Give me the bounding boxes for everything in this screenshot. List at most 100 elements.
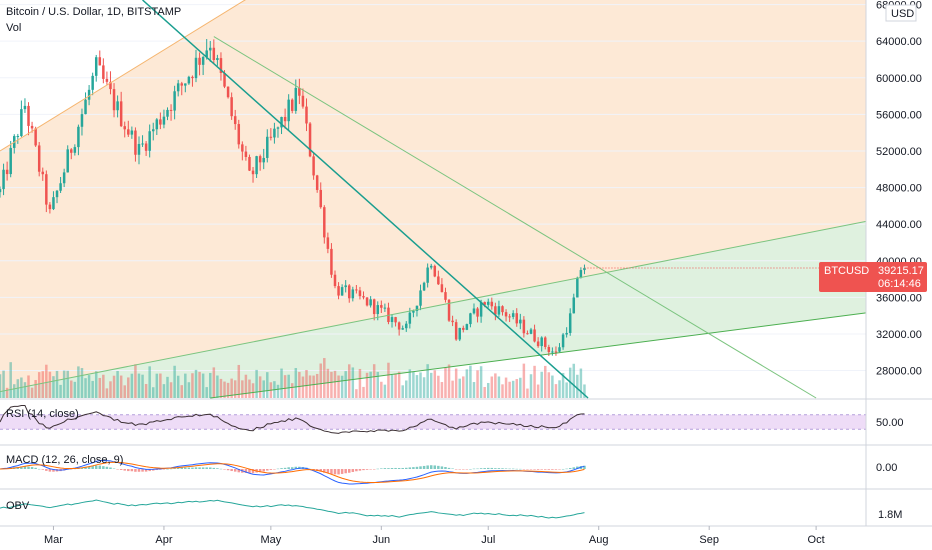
candle-body[interactable] xyxy=(269,136,273,138)
candle-body[interactable] xyxy=(426,267,429,283)
candle-body[interactable] xyxy=(226,86,230,98)
candle-body[interactable] xyxy=(84,99,87,115)
candle-body[interactable] xyxy=(576,277,579,298)
candle-body[interactable] xyxy=(305,106,308,124)
candle-body[interactable] xyxy=(337,286,340,296)
candle-body[interactable] xyxy=(572,297,576,314)
candle-body[interactable] xyxy=(551,351,554,353)
candle-body[interactable] xyxy=(369,299,372,306)
candle-body[interactable] xyxy=(77,126,80,148)
candle-body[interactable] xyxy=(465,324,469,330)
candle-body[interactable] xyxy=(447,299,451,321)
candle-body[interactable] xyxy=(55,190,59,198)
candle-body[interactable] xyxy=(52,197,55,210)
candle-body[interactable] xyxy=(362,296,365,298)
candle-body[interactable] xyxy=(127,129,130,135)
candle-body[interactable] xyxy=(0,189,2,193)
candle-body[interactable] xyxy=(16,136,20,138)
candle-body[interactable] xyxy=(187,76,191,84)
candle-body[interactable] xyxy=(219,58,223,73)
candle-body[interactable] xyxy=(522,319,526,334)
candle-body[interactable] xyxy=(326,237,330,249)
candle-body[interactable] xyxy=(184,83,187,86)
candle-body[interactable] xyxy=(41,171,45,175)
candle-body[interactable] xyxy=(290,99,294,111)
candle-body[interactable] xyxy=(333,274,337,287)
candle-body[interactable] xyxy=(151,129,155,132)
lower-channel-line[interactable] xyxy=(210,312,867,399)
candle-body[interactable] xyxy=(169,109,173,111)
candle-body[interactable] xyxy=(173,91,176,111)
candle-body[interactable] xyxy=(504,312,508,317)
candle-body[interactable] xyxy=(397,322,401,330)
candle-body[interactable] xyxy=(308,123,312,157)
candle-body[interactable] xyxy=(201,56,205,65)
candle-body[interactable] xyxy=(554,351,558,353)
candle-body[interactable] xyxy=(280,116,283,128)
candle-body[interactable] xyxy=(579,270,583,278)
candle-body[interactable] xyxy=(380,305,383,308)
candle-body[interactable] xyxy=(176,83,180,92)
candle-body[interactable] xyxy=(511,313,515,317)
diagonal-line[interactable] xyxy=(213,36,817,399)
upper-channel-line[interactable] xyxy=(0,0,267,152)
candle-body[interactable] xyxy=(583,267,586,271)
candle-body[interactable] xyxy=(112,89,116,111)
candle-body[interactable] xyxy=(166,109,169,117)
candle-body[interactable] xyxy=(266,136,269,158)
candle-body[interactable] xyxy=(248,156,251,171)
candle-body[interactable] xyxy=(159,119,162,125)
candle-body[interactable] xyxy=(148,131,151,151)
candle-body[interactable] xyxy=(66,149,69,173)
candle-body[interactable] xyxy=(237,124,241,145)
candle-body[interactable] xyxy=(394,317,397,323)
candle-body[interactable] xyxy=(130,130,134,135)
candle-body[interactable] xyxy=(440,284,444,293)
candle-body[interactable] xyxy=(59,183,62,191)
candle-body[interactable] xyxy=(5,169,9,175)
candle-body[interactable] xyxy=(2,169,5,190)
candle-body[interactable] xyxy=(565,332,568,335)
candle-body[interactable] xyxy=(547,346,551,353)
candle-body[interactable] xyxy=(73,147,77,153)
candle-body[interactable] xyxy=(315,175,319,190)
candle-body[interactable] xyxy=(27,105,30,126)
candle-body[interactable] xyxy=(155,119,159,130)
descending-trend-line[interactable] xyxy=(142,0,589,399)
candle-body[interactable] xyxy=(287,99,290,122)
candle-body[interactable] xyxy=(34,128,37,146)
candle-body[interactable] xyxy=(437,276,440,285)
candle-body[interactable] xyxy=(561,334,565,348)
candle-body[interactable] xyxy=(501,306,504,313)
candle-body[interactable] xyxy=(262,157,265,163)
candle-body[interactable] xyxy=(568,313,572,333)
candle-body[interactable] xyxy=(536,341,540,347)
candle-body[interactable] xyxy=(494,306,497,315)
candle-body[interactable] xyxy=(20,109,23,137)
candle-body[interactable] xyxy=(508,316,511,318)
middle-channel-line[interactable] xyxy=(0,220,867,393)
candle-body[interactable] xyxy=(70,149,73,153)
candle-body[interactable] xyxy=(294,87,298,111)
candle-body[interactable] xyxy=(137,143,141,155)
candle-body[interactable] xyxy=(540,337,543,347)
candle-body[interactable] xyxy=(469,313,472,325)
candle-body[interactable] xyxy=(376,305,380,315)
candle-body[interactable] xyxy=(483,302,486,305)
candle-body[interactable] xyxy=(401,328,404,330)
candle-body[interactable] xyxy=(408,312,412,324)
candle-body[interactable] xyxy=(472,308,476,314)
candle-body[interactable] xyxy=(48,204,52,210)
candle-body[interactable] xyxy=(162,116,166,125)
candle-body[interactable] xyxy=(390,317,394,323)
candle-body[interactable] xyxy=(134,130,137,155)
candle-body[interactable] xyxy=(476,308,479,317)
candle-body[interactable] xyxy=(355,289,358,291)
candle-body[interactable] xyxy=(283,116,287,122)
candle-body[interactable] xyxy=(383,307,387,309)
candle-body[interactable] xyxy=(529,329,533,334)
candle-body[interactable] xyxy=(258,156,262,163)
candle-body[interactable] xyxy=(244,151,248,157)
candle-body[interactable] xyxy=(109,81,112,90)
candle-body[interactable] xyxy=(98,57,102,66)
